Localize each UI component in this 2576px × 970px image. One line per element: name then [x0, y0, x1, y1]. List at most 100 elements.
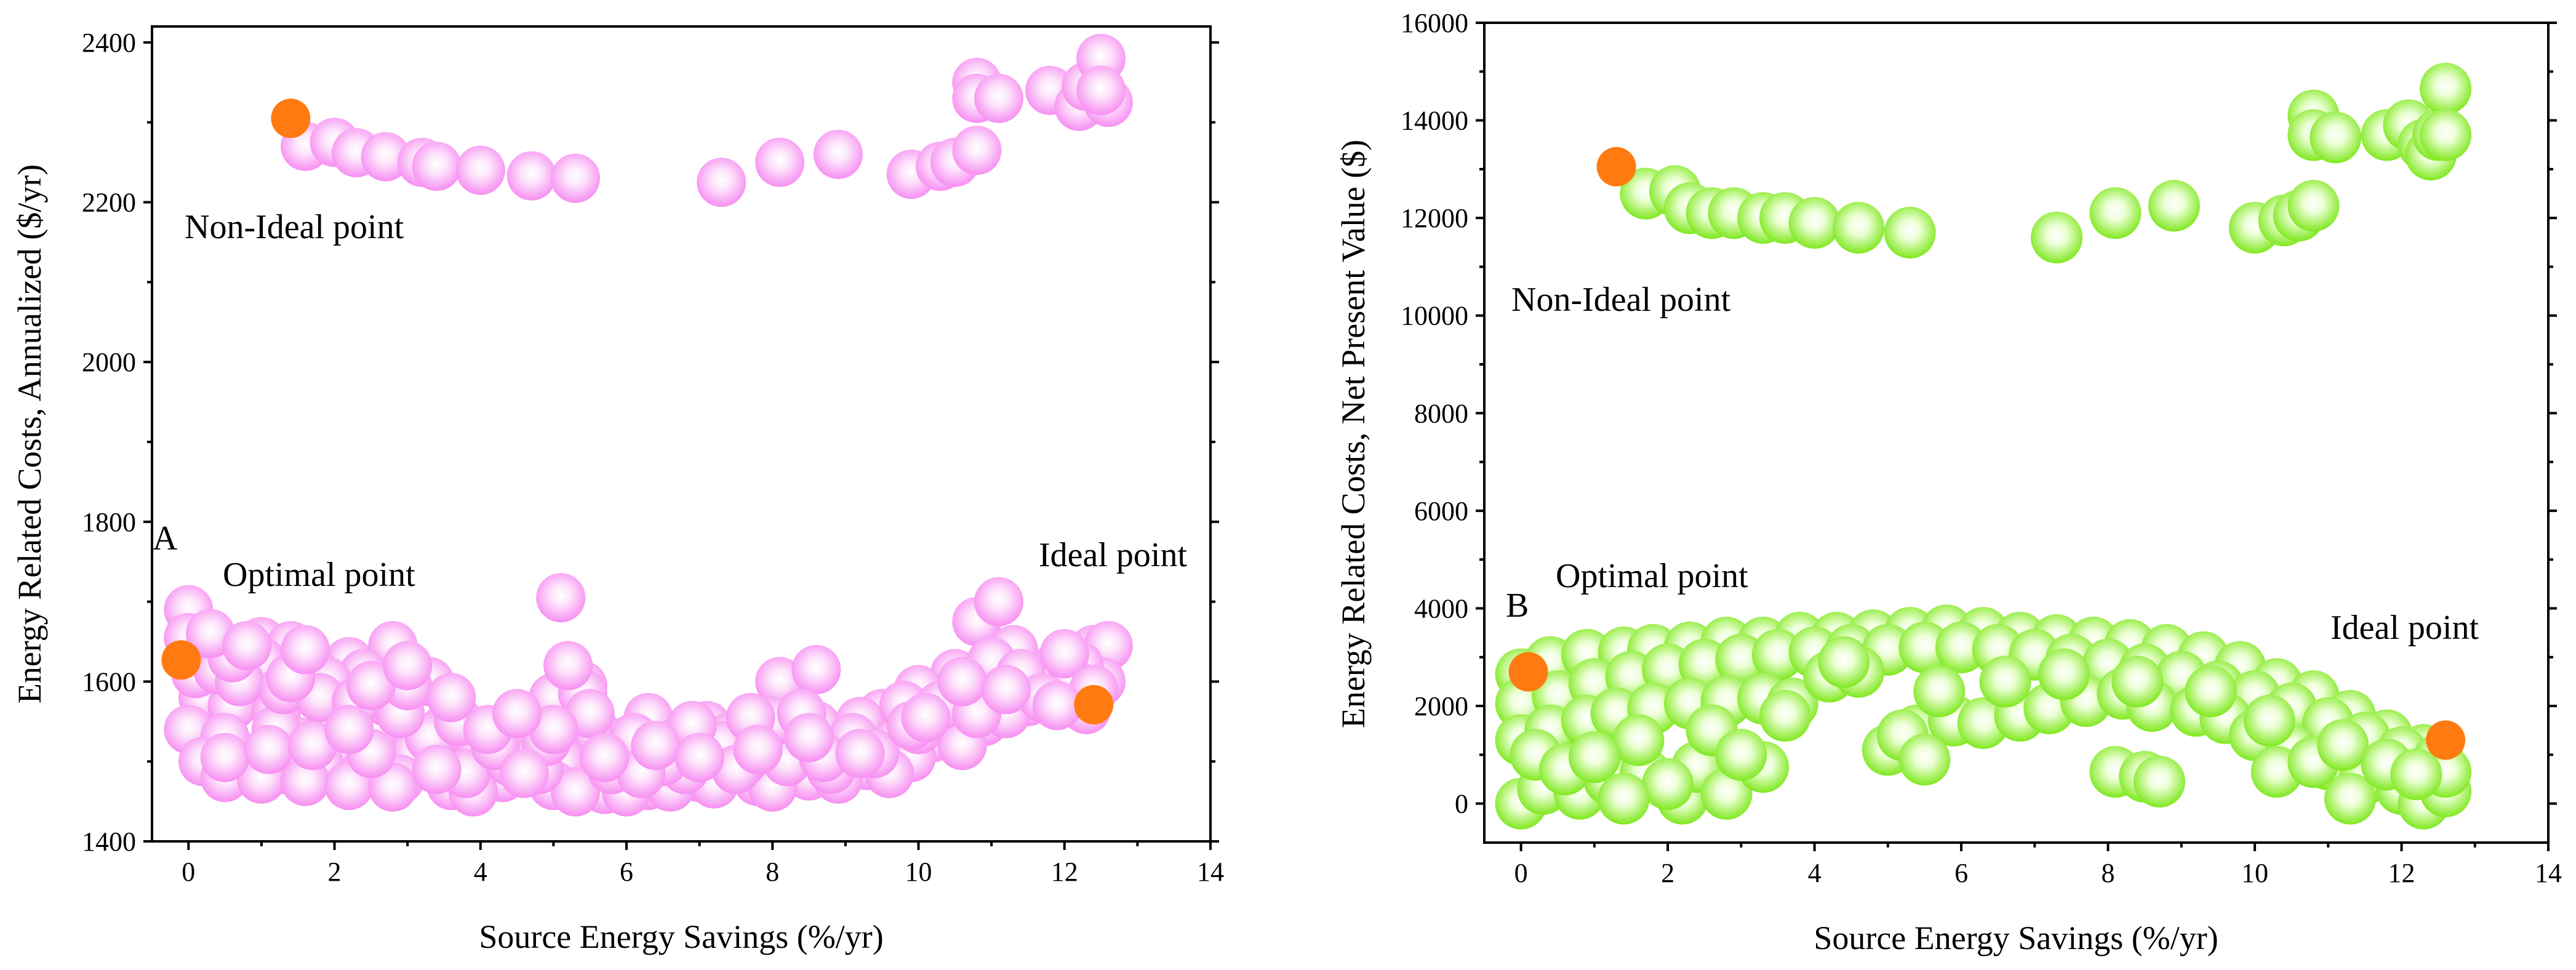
panel-a-y-tick-label: 2200	[82, 188, 136, 218]
panel-a-x-tick-label: 4	[474, 857, 487, 887]
panel-b-y-tick-label: 10000	[1401, 301, 1468, 331]
panel-a-data-point	[580, 733, 629, 782]
panel-b-data-point	[1715, 729, 1767, 780]
panel-b-y-tick-label: 0	[1455, 789, 1468, 819]
panel-b-data-point	[1833, 202, 1884, 254]
chart-figure: 0 2 4 6 8 10 12 14 140016001800200022002400 A N…	[0, 0, 2576, 970]
panel-b-data-point	[1884, 207, 1936, 259]
panel-b-data-point	[2134, 756, 2185, 808]
panel-b-y-tick-label: 2000	[1414, 691, 1468, 721]
panel-b-y-tick-label: 4000	[1414, 593, 1468, 623]
panel-a-data-point	[938, 657, 987, 706]
panel-a-data-point	[412, 745, 462, 794]
panel-b-x-tick-label: 10	[2241, 858, 2268, 888]
panel-b-non-ideal-point-marker	[1597, 147, 1636, 186]
panel-b-y-tick-label: 14000	[1401, 106, 1468, 136]
panel-a-data-point	[785, 713, 834, 762]
panel-b: 0 2 4 6 8 10 12 14 0 2000 4000 6000 8000 10000 12000 1…	[1335, 8, 2562, 956]
panel-b-y-tick-label: 6000	[1414, 496, 1468, 526]
panel-b-data-point	[1612, 715, 1664, 766]
panel-b-data-point	[2090, 187, 2142, 239]
panel-a-data-point	[500, 749, 549, 798]
panel-a-y-axis-title: Energy Related Costs, Annualized ($/yr)	[11, 164, 48, 703]
panel-b-data-point	[2287, 180, 2339, 231]
panel-a-annotation-ideal: Ideal point	[1039, 536, 1187, 574]
panel-b-optimal-point-marker	[1509, 652, 1548, 692]
panel-a-data-point	[982, 665, 1031, 714]
panel-b-x-tick-label: 2	[1661, 858, 1674, 888]
panel-a-data-point	[543, 641, 593, 690]
panel-b-data-point	[1598, 773, 1650, 825]
panel-b-annotation-optimal: Optimal point	[1556, 557, 1748, 595]
panel-b-data-point	[2420, 63, 2471, 114]
panel-a-data-point	[631, 721, 681, 770]
panel-a-letter: A	[153, 519, 178, 558]
panel-a-y-tick-label: 1400	[82, 827, 136, 857]
panel-a-x-tick-label: 6	[620, 857, 633, 887]
panel-b-points	[1495, 63, 2472, 830]
panel-b-ideal-point-marker	[2426, 721, 2465, 760]
panel-b-data-point	[2148, 180, 2200, 231]
panel-b-y-tick-label: 12000	[1401, 203, 1468, 233]
panel-a-data-point	[492, 689, 542, 738]
panel-a-annotation-optimal: Optimal point	[223, 556, 415, 594]
panel-b-data-point	[2310, 111, 2361, 163]
panel-b-data-point	[1759, 690, 1811, 742]
panel-a-x-tick-label: 2	[328, 857, 342, 887]
panel-a-data-point	[201, 733, 250, 782]
panel-b-data-point	[1898, 734, 1950, 785]
panel-b-x-tick-label: 6	[1954, 858, 1968, 888]
panel-b-x-ticks: 0 2 4 6 8 10 12 14	[1514, 843, 2562, 888]
panel-b-x-tick-label: 8	[2102, 858, 2115, 888]
panel-b-data-point	[2185, 665, 2237, 717]
panel-a-data-point	[734, 725, 783, 774]
panel-b-data-point	[1818, 636, 1870, 688]
panel-b-x-tick-label: 4	[1808, 858, 1822, 888]
panel-a-x-tick-label: 12	[1051, 857, 1078, 887]
panel-a-data-point	[281, 625, 330, 675]
panel-a-data-point	[456, 146, 505, 195]
panel-a-data-point	[791, 645, 841, 694]
panel-a-data-point	[536, 573, 585, 622]
panel-b-letter: B	[1506, 587, 1529, 625]
panel-a-x-tick-label: 10	[905, 857, 932, 887]
panel-a-data-point	[901, 693, 950, 742]
panel-b-y-tick-label: 8000	[1414, 398, 1468, 428]
panel-a-y-tick-label: 2400	[82, 28, 136, 58]
panel-a-data-point	[697, 158, 746, 207]
panel-a-data-point	[814, 130, 863, 179]
panel-a-x-ticks: 0 2 4 6 8 10 12 14	[182, 841, 1224, 887]
panel-b-x-tick-label: 12	[2388, 858, 2415, 888]
panel-b-data-point	[2038, 649, 2090, 700]
panel-a-data-point	[755, 138, 804, 187]
panel-a-optimal-point-marker	[161, 640, 201, 679]
panel-a-data-point	[324, 705, 374, 754]
panel-b-x-axis-title: Source Energy Savings (%/yr)	[1814, 920, 2218, 956]
panel-a-data-point	[412, 142, 462, 191]
panel-a: 0 2 4 6 8 10 12 14 1400 1600 1800 2000 2200 2400 A N…	[11, 26, 1224, 955]
panel-a-x-tick-label: 14	[1197, 857, 1224, 887]
panel-b-data-point	[1642, 758, 1694, 810]
panel-b-data-point	[1980, 655, 2031, 707]
panel-b-x-tick-label: 0	[1514, 858, 1528, 888]
panel-a-data-point	[974, 577, 1023, 627]
panel-a-annotation-non-ideal: Non-Ideal point	[185, 208, 404, 246]
panel-b-x-tick-label: 14	[2535, 858, 2562, 888]
panel-a-data-point	[222, 621, 271, 670]
panel-b-data-point	[2111, 655, 2163, 707]
panel-a-x-tick-label: 0	[182, 857, 195, 887]
panel-b-data-point	[2031, 212, 2082, 263]
panel-a-points	[164, 34, 1133, 817]
panel-b-y-tick-label: 16000	[1401, 8, 1468, 38]
panel-a-data-point	[952, 126, 1001, 175]
panel-b-data-point	[1789, 197, 1841, 249]
panel-a-data-point	[836, 729, 885, 778]
panel-a-data-point	[507, 151, 556, 201]
panel-b-data-point	[2244, 695, 2295, 747]
panel-b-data-point	[2420, 109, 2471, 161]
panel-a-ideal-point-marker	[1074, 685, 1113, 724]
panel-b-data-point	[1913, 665, 1965, 717]
panel-a-y-tick-label: 1800	[82, 507, 136, 537]
panel-a-non-ideal-point-marker	[271, 98, 310, 138]
panel-a-y-tick-label: 2000	[82, 347, 136, 377]
